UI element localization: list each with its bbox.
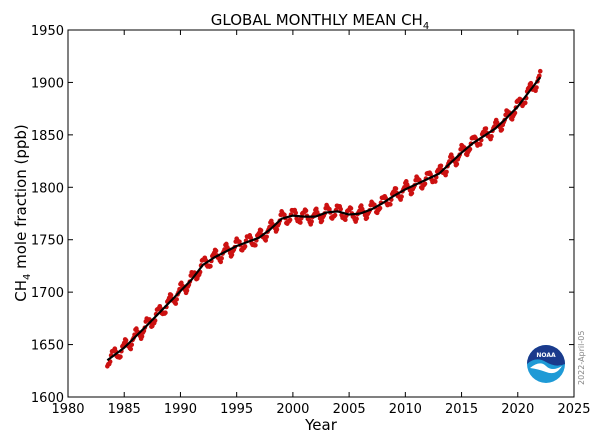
monthly-point (314, 206, 319, 212)
trend-line-layer (106, 76, 542, 362)
y-tick-label: 1800 (31, 181, 64, 196)
monthly-point (263, 238, 269, 243)
y-axis-title-subscript: 4 (22, 274, 33, 280)
monthly-point (218, 259, 224, 265)
monthly-point (489, 134, 494, 139)
monthly-mean-points (105, 68, 543, 369)
monthly-point (309, 219, 314, 224)
monthly-point (428, 172, 433, 177)
monthly-point (483, 126, 489, 131)
noaa-logo-text: NOAA (536, 352, 556, 359)
noaa-logo: NOAA (527, 345, 565, 383)
x-tick-label: 2025 (557, 402, 590, 417)
noaa-logo-top (527, 345, 565, 366)
date-stamp: 2022-April-05 (577, 331, 586, 385)
chart-title: GLOBAL MONTHLY MEAN CH4 (211, 11, 429, 32)
monthly-point (208, 263, 213, 269)
monthly-point (139, 334, 145, 339)
monthly-point (107, 359, 113, 364)
y-tick-label: 1850 (31, 129, 64, 144)
monthly-point (248, 235, 254, 241)
monthly-point (163, 310, 168, 316)
monthly-point (219, 255, 224, 261)
x-axis-title: Year (304, 416, 338, 434)
y-axis-ticks: 1600 1650 1700 1750 1800 1850 1900 1950 (31, 24, 574, 406)
monthly-point (422, 181, 428, 186)
y-axis-title-post: mole fraction (ppb) (12, 124, 30, 273)
monthly-point (274, 227, 280, 232)
monthly-point (409, 190, 415, 196)
monthly-point (338, 206, 343, 212)
monthly-point (303, 208, 309, 214)
chart-title-main: GLOBAL MONTHLY MEAN CH (211, 11, 423, 29)
x-tick-label: 1985 (108, 402, 141, 417)
noaa-logo-bird-icon (530, 363, 562, 374)
monthly-point (174, 297, 179, 302)
monthly-point (184, 288, 190, 293)
monthly-point (388, 202, 393, 207)
monthly-point (478, 142, 483, 147)
monthly-point (173, 301, 179, 306)
y-tick-label: 1750 (31, 234, 64, 249)
monthly-point (229, 252, 235, 258)
y-tick-label: 1650 (31, 339, 64, 354)
monthly-point (293, 210, 299, 216)
monthly-point (522, 100, 528, 106)
plot-frame (67, 29, 575, 398)
monthly-point (332, 212, 338, 218)
monthly-point (258, 228, 264, 233)
y-tick-label: 1950 (31, 24, 64, 39)
monthly-point (264, 234, 269, 240)
y-tick-label: 1900 (31, 76, 64, 91)
monthly-point (444, 169, 449, 175)
monthly-point (537, 68, 543, 74)
trend-line (106, 76, 542, 362)
monthly-point (168, 292, 174, 298)
monthly-point (343, 217, 348, 223)
x-tick-label: 2005 (333, 402, 366, 417)
monthly-point (537, 73, 542, 79)
monthly-point (393, 186, 399, 191)
monthly-point (364, 215, 370, 221)
x-tick-label: 1995 (220, 402, 253, 417)
x-axis-ticks: 1980 1985 1990 1995 2000 2005 2010 2015 2020 2025 (51, 30, 591, 417)
x-tick-label: 2015 (445, 402, 478, 417)
monthly-point (118, 354, 123, 360)
monthly-point (534, 85, 539, 90)
x-tick-label: 2020 (501, 402, 534, 417)
x-tick-label: 1990 (164, 402, 197, 417)
monthly-point (253, 242, 258, 248)
monthly-point (319, 218, 325, 224)
monthly-point (438, 163, 444, 169)
monthly-point (213, 248, 219, 254)
y-tick-label: 1600 (31, 391, 64, 406)
monthly-point (123, 338, 129, 343)
monthly-point (128, 346, 134, 352)
x-tick-label: 2010 (389, 402, 422, 417)
y-tick-label: 1700 (31, 286, 64, 301)
monthly-point (473, 135, 478, 141)
y-axis-title-pre: CH (12, 280, 30, 302)
monthly-point (454, 161, 460, 167)
monthly-point (287, 217, 293, 223)
x-tick-label: 2000 (276, 402, 309, 417)
y-axis-title: CH4 mole fraction (ppb) (12, 124, 33, 302)
monthly-point (348, 206, 354, 211)
x-tick-label: 1980 (51, 402, 84, 417)
monthly-point (399, 194, 404, 199)
monthly-point (298, 220, 303, 225)
monthly-point (433, 179, 438, 184)
monthly-point (377, 205, 383, 211)
monthly-point (499, 127, 505, 132)
monthly-point (354, 216, 359, 222)
monthly-point (242, 244, 248, 249)
monthly-point (129, 342, 135, 348)
chart-title-subscript: 4 (423, 21, 429, 32)
monthly-point (528, 80, 534, 86)
